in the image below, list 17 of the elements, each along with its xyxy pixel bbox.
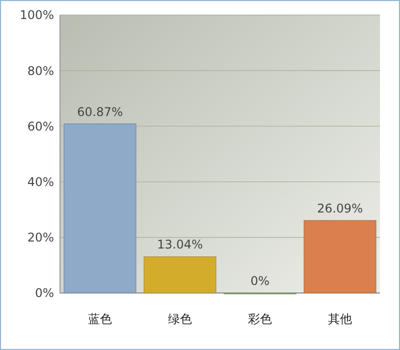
x-tick-label: 彩色 [248,312,272,326]
x-tick-label: 蓝色 [88,312,112,326]
data-label: 26.09% [317,201,363,216]
data-label: 13.04% [157,238,203,252]
y-tick-label: 80% [27,64,54,78]
x-tick-label: 绿色 [168,312,192,326]
y-tick-label: 40% [27,175,54,189]
y-tick-label: 0% [34,286,54,300]
bar [144,256,216,294]
bar [304,220,376,294]
y-tick-label: 20% [27,230,54,245]
bar [64,124,136,294]
data-label: 0% [250,274,270,288]
y-tick-label: 60% [27,119,54,134]
y-tick-label: 100% [20,8,54,22]
data-label: 60.87% [77,104,123,119]
x-tick-label: 其他 [328,312,352,326]
